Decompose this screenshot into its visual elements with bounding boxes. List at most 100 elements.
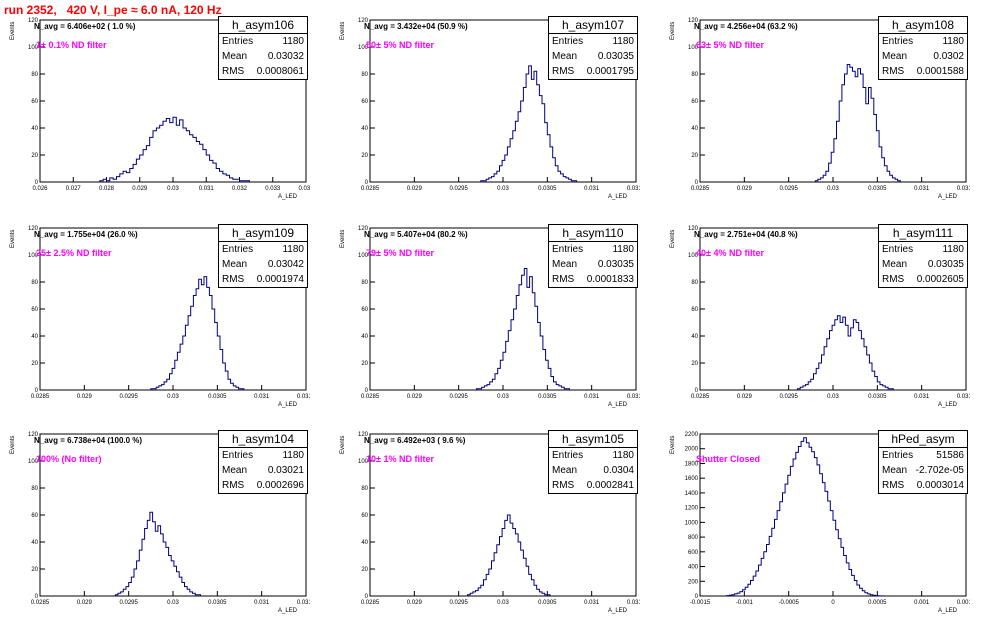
x-tick-label: -0.0005 (778, 600, 799, 606)
y-tick-label: 800 (688, 535, 699, 541)
navg-label: N_avg = 6.406e+02 ( 1.0 %) (34, 22, 136, 31)
x-tick-label: -0.0015 (690, 600, 711, 606)
y-tick-label: 600 (688, 550, 699, 556)
stats-key: RMS (882, 480, 905, 491)
y-axis-label: Events (340, 229, 346, 248)
stats-row-entries: Entries 1180 (549, 448, 637, 463)
y-tick-label: 80 (361, 486, 368, 492)
stats-value: 0.0001588 (916, 66, 964, 77)
histogram-panel: 0 20 40 60 80 100 120 0.026 0.027 0.028 0.029 0.03 0… (0, 16, 310, 211)
x-tick-label: 0.0295 (449, 600, 468, 606)
stats-row-rms: RMS 0.0002605 (879, 272, 967, 287)
histogram-svg: 0 20 40 60 80 100 120 0.0285 0.029 0.0295 0.03 0.03… (28, 226, 310, 400)
x-tick-label: 0.031 (199, 186, 215, 192)
histogram-line (99, 116, 250, 182)
stats-title: h_asym108 (879, 17, 967, 34)
stats-title: h_asym109 (219, 225, 307, 242)
y-tick-label: 2200 (685, 432, 699, 438)
x-tick-label: 0.029 (407, 600, 423, 606)
filter-label: 25± 2.5% ND filter (36, 248, 112, 258)
stats-value: 51586 (936, 450, 964, 461)
y-tick-label: 80 (31, 486, 38, 492)
histogram-line (480, 65, 578, 182)
stats-row-rms: RMS 0.0001795 (549, 64, 637, 79)
y-tick-label: 60 (31, 513, 38, 519)
y-tick-label: 0 (35, 594, 39, 600)
histogram-svg: 0 20 40 60 80 100 120 0.0285 0.029 0.0295 0.03 0.03… (28, 432, 310, 606)
y-tick-label: 40 (361, 126, 368, 132)
stats-key: RMS (882, 66, 905, 77)
stats-key: Mean (882, 465, 908, 476)
stats-key: Mean (222, 259, 248, 270)
x-tick-label: 0 (831, 600, 835, 606)
stats-key: Mean (222, 465, 248, 476)
y-tick-label: 120 (358, 18, 369, 24)
x-tick-label: 0.0305 (538, 600, 557, 606)
histogram-svg: 0 20 40 60 80 100 120 0.0285 0.029 0.0295 0.03 0.03… (358, 432, 640, 606)
y-tick-label: 40 (691, 334, 698, 340)
stats-value: 0.0001795 (586, 66, 634, 77)
y-axis-label: Events (10, 229, 16, 248)
x-axis-label: A_LED (608, 608, 628, 614)
main-title: run 2352, 420 V, I_pe ≈ 6.0 nA, 120 Hz (4, 3, 222, 17)
x-tick-label: 0.0285 (691, 394, 710, 400)
x-tick-label: 0.0315 (297, 394, 310, 400)
stats-key: Mean (552, 259, 578, 270)
stats-key: Entries (882, 36, 914, 47)
stats-row-mean: Mean 0.0304 (549, 463, 637, 478)
y-tick-label: 0 (695, 388, 699, 394)
y-tick-label: 120 (28, 226, 39, 232)
stats-key: RMS (882, 274, 905, 285)
filter-label: 63± 5% ND filter (696, 40, 764, 50)
stats-key: Entries (552, 244, 584, 255)
stats-row-mean: Mean 0.03042 (219, 257, 307, 272)
histogram-line (114, 511, 201, 596)
x-tick-label: 0.031 (584, 600, 600, 606)
stats-value: 1180 (282, 244, 304, 255)
y-axis-label: Events (670, 21, 676, 40)
y-tick-label: 60 (361, 99, 368, 105)
stats-title: h_asym106 (219, 17, 307, 34)
stats-row-mean: Mean 0.0302 (879, 49, 967, 64)
filter-label: 50± 5% ND filter (366, 40, 434, 50)
x-axis-label: A_LED (938, 608, 958, 614)
y-tick-label: 80 (31, 280, 38, 286)
stats-box: h_asym106 Entries 1180 Mean 0.03032 RMS 0.0008… (218, 16, 308, 80)
y-axis-label: Events (670, 229, 676, 248)
histogram-line (814, 64, 901, 182)
stats-value: 1180 (612, 36, 634, 47)
y-tick-label: 1600 (685, 476, 699, 482)
x-tick-label: 0.0295 (779, 394, 798, 400)
x-tick-label: 0.0305 (868, 186, 887, 192)
stats-key: Mean (222, 51, 248, 62)
y-tick-label: 100 (358, 459, 369, 465)
y-tick-label: 60 (361, 513, 368, 519)
x-axis-label: A_LED (938, 194, 958, 200)
stats-row-entries: Entries 1180 (219, 242, 307, 257)
stats-value: 1180 (282, 450, 304, 461)
x-tick-label: 0.0315 (627, 394, 640, 400)
histogram-line (797, 315, 894, 390)
stats-value: 0.0001833 (586, 274, 634, 285)
x-tick-label: 0.0295 (119, 600, 138, 606)
x-tick-label: 0.03 (827, 186, 839, 192)
y-tick-label: 120 (688, 226, 699, 232)
stats-key: RMS (552, 274, 575, 285)
stats-box: hPed_asym Entries 51586 Mean -2.702e-05 RMS 0.… (878, 430, 968, 494)
histogram-svg: 0 200 400 600 800 1000 1200 1400 1600 1800 2000 220… (685, 432, 970, 606)
x-tick-label: 0.0305 (538, 186, 557, 192)
stats-row-mean: Mean 0.03035 (549, 257, 637, 272)
x-tick-label: 0.03 (497, 600, 509, 606)
y-tick-label: 100 (358, 253, 369, 259)
stats-value: 1180 (942, 36, 964, 47)
x-tick-label: 0.0305 (538, 394, 557, 400)
stats-value: 0.0002841 (586, 480, 634, 491)
stats-row-entries: Entries 1180 (879, 242, 967, 257)
stats-value: 1180 (942, 244, 964, 255)
stats-row-mean: Mean -2.702e-05 (879, 463, 967, 478)
stats-key: RMS (552, 480, 575, 491)
stats-title: h_asym105 (549, 431, 637, 448)
filter-label: 1± 0.1% ND filter (36, 40, 107, 50)
stats-row-mean: Mean 0.03032 (219, 49, 307, 64)
